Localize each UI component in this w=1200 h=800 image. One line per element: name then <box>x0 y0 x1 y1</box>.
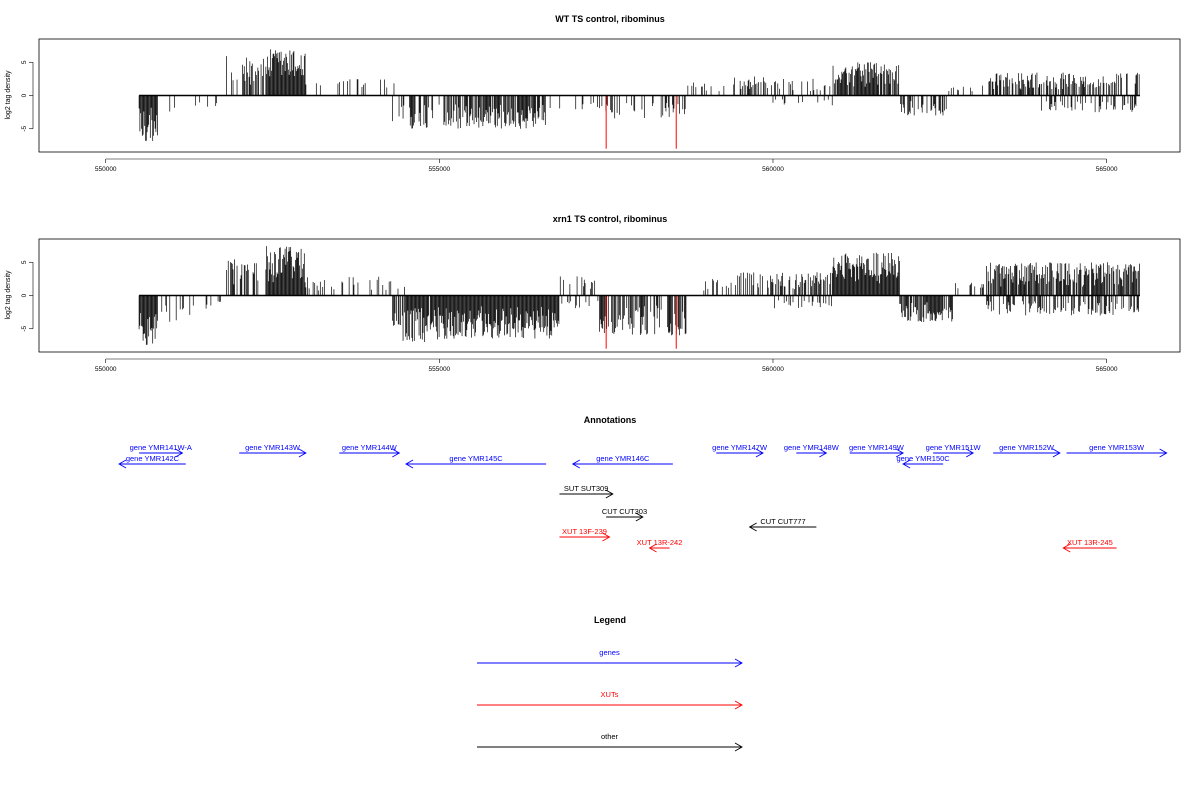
feature-arrow-head <box>405 459 414 469</box>
feature-other: SUT SUT309 <box>559 484 614 499</box>
x-tick-label: 560000 <box>762 166 784 173</box>
feature-genes: gene YMR141W-A <box>130 443 192 458</box>
feature-label: gene YMR152W <box>999 443 1055 452</box>
feature-label: gene YMR144W <box>342 443 398 452</box>
x-tick-label: 550000 <box>95 366 117 373</box>
feature-label: SUT SUT309 <box>564 484 608 493</box>
feature-genes: gene YMR145C <box>405 454 547 469</box>
feature-label: CUT CUT777 <box>760 517 805 526</box>
feature-arrow-head <box>895 448 904 458</box>
feature-arrow-head <box>819 448 828 458</box>
y-tick-label: 5 <box>21 260 28 264</box>
y-axis-label: log2 tag density <box>5 70 12 120</box>
legend: Legend genes XUTs other <box>477 615 743 752</box>
feature-genes: gene YMR147W <box>712 443 768 458</box>
feature-arrow-head <box>298 448 307 458</box>
y-tick-label: -5 <box>21 325 28 331</box>
legend-item: XUTs <box>477 690 743 710</box>
y-tick-label: 5 <box>21 60 28 64</box>
feature-genes: gene YMR148W <box>784 443 840 458</box>
feature-label: gene YMR146C <box>596 454 650 463</box>
feature-arrow-head <box>602 532 611 542</box>
feature-label: gene YMR147W <box>712 443 768 452</box>
x-tick-label: 550000 <box>95 166 117 173</box>
panel-xrn1-ts-control: xrn1 TS control, ribominus log2 tag dens… <box>5 214 1181 373</box>
legend-title: Legend <box>594 615 626 625</box>
feature-genes: gene YMR143W <box>239 443 307 458</box>
feature-label: gene YMR149W <box>849 443 905 452</box>
y-tick-label: 0 <box>21 93 28 97</box>
feature-arrow-head <box>1159 448 1168 458</box>
feature-XUTs: XUT 13R-242 <box>637 538 683 553</box>
data-bars <box>138 49 1140 149</box>
feature-arrow-head <box>605 489 614 499</box>
annotations-title: Annotations <box>584 415 637 425</box>
y-tick-label: 0 <box>21 293 28 297</box>
feature-genes: gene YMR146C <box>571 454 673 469</box>
feature-genes: gene YMR150C <box>896 454 950 469</box>
legend-arrow-head <box>734 742 743 752</box>
panel-wt-ts-control: WT TS control, ribominus log2 tag densit… <box>5 14 1181 173</box>
axes: 550000 555000 560000 565000 -5 0 5 <box>21 260 1118 373</box>
x-tick-label: 565000 <box>1096 366 1118 373</box>
x-tick-label: 560000 <box>762 366 784 373</box>
legend-items: genes XUTs other <box>477 648 743 752</box>
feature-arrow-head <box>902 459 911 469</box>
data-bars <box>138 246 1140 349</box>
x-tick-label: 555000 <box>428 366 450 373</box>
feature-arrow-head <box>175 448 184 458</box>
feature-other: CUT CUT777 <box>748 517 817 532</box>
feature-label: gene YMR150C <box>896 454 950 463</box>
panel-title: xrn1 TS control, ribominus <box>553 214 668 224</box>
feature-XUTs: XUT 13R-245 <box>1062 538 1117 553</box>
feature-arrow-head <box>1062 543 1071 553</box>
feature-arrow-head <box>648 543 657 553</box>
feature-label: gene YMR148W <box>784 443 840 452</box>
feature-label: gene YMR151W <box>926 443 982 452</box>
feature-arrow-head <box>118 459 127 469</box>
feature-genes: gene YMR151W <box>926 443 982 458</box>
y-axis-label: log2 tag density <box>5 270 12 320</box>
feature-genes: gene YMR152W <box>993 443 1061 458</box>
feature-label: gene YMR153W <box>1089 443 1145 452</box>
plot-frame <box>38 238 1181 353</box>
feature-genes: gene YMR144W <box>339 443 401 458</box>
panel-title: WT TS control, ribominus <box>555 14 665 24</box>
feature-arrow-head <box>748 522 757 532</box>
feature-genes: gene YMR149W <box>849 443 905 458</box>
legend-arrow-head <box>734 700 743 710</box>
legend-label: XUTs <box>601 690 619 699</box>
feature-arrow-head <box>1052 448 1061 458</box>
feature-label: CUT CUT303 <box>602 507 647 516</box>
feature-label: gene YMR145C <box>449 454 503 463</box>
y-tick-label: -5 <box>21 125 28 131</box>
feature-label: gene YMR143W <box>245 443 301 452</box>
feature-label: XUT 13F-239 <box>562 527 607 536</box>
legend-label: other <box>601 732 619 741</box>
feature-label: XUT 13R-242 <box>637 538 683 547</box>
feature-label: gene YMR142C <box>126 454 180 463</box>
legend-label: genes <box>599 648 620 657</box>
feature-genes: gene YMR142C <box>118 454 186 469</box>
feature-other: CUT CUT303 <box>602 507 647 522</box>
feature-genes: gene YMR153W <box>1066 443 1168 458</box>
x-tick-label: 555000 <box>428 166 450 173</box>
feature-label: XUT 13R-245 <box>1067 538 1113 547</box>
feature-arrow-head <box>635 512 644 522</box>
legend-arrow-head <box>734 658 743 668</box>
feature-label: gene YMR141W-A <box>130 443 192 452</box>
feature-arrow-head <box>755 448 764 458</box>
legend-item: genes <box>477 648 743 668</box>
axes: 550000 555000 560000 565000 -5 0 5 <box>21 60 1118 173</box>
legend-item: other <box>477 732 743 752</box>
x-tick-label: 565000 <box>1096 166 1118 173</box>
feature-arrow-head <box>392 448 401 458</box>
feature-XUTs: XUT 13F-239 <box>559 527 611 542</box>
plot-frame <box>38 38 1181 153</box>
feature-list: gene YMR141W-A gene YMR142C gene YMR143W ge… <box>118 443 1168 553</box>
feature-arrow-head <box>571 459 581 469</box>
feature-arrow-head <box>965 448 975 458</box>
